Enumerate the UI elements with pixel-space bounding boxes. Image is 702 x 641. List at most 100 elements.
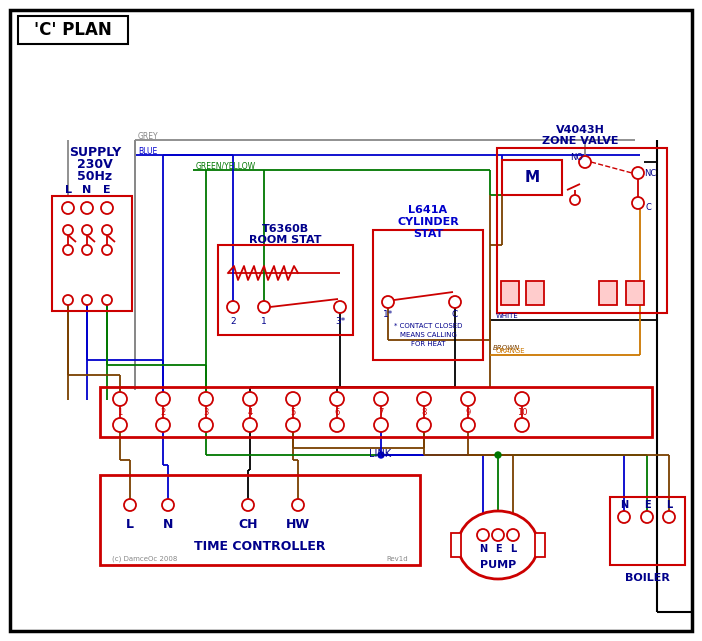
Circle shape [102,225,112,235]
Text: CYLINDER: CYLINDER [397,217,459,227]
Circle shape [199,418,213,432]
Text: ZONE VALVE: ZONE VALVE [542,136,618,146]
Text: 230V: 230V [77,158,113,171]
Circle shape [515,418,529,432]
Text: 8: 8 [421,408,427,417]
Circle shape [63,295,73,305]
Text: 6: 6 [334,408,340,417]
Bar [451,533,461,557]
Text: C: C [645,203,651,212]
Text: M: M [524,169,540,185]
Circle shape [378,452,384,458]
Bar [626,281,644,305]
Circle shape [461,392,475,406]
Text: 9: 9 [465,408,470,417]
Text: 3*: 3* [335,317,345,326]
Bar [373,230,483,360]
Circle shape [156,392,170,406]
Circle shape [82,225,92,235]
Circle shape [199,392,213,406]
Bar [218,245,353,335]
Circle shape [162,499,174,511]
Text: 4: 4 [247,408,253,417]
Circle shape [334,301,346,313]
Text: HW: HW [286,517,310,531]
Circle shape [81,202,93,214]
Text: L: L [510,544,516,554]
Text: * CONTACT CLOSED: * CONTACT CLOSED [394,323,462,329]
Circle shape [227,301,239,313]
Ellipse shape [458,511,538,579]
Circle shape [101,202,113,214]
Text: 1: 1 [261,317,267,326]
Text: L: L [666,500,672,510]
Text: N: N [479,544,487,554]
Text: 3: 3 [204,408,208,417]
Circle shape [102,245,112,255]
Text: SUPPLY: SUPPLY [69,146,121,158]
Text: 1*: 1* [383,310,393,319]
Circle shape [579,156,591,168]
Circle shape [113,418,127,432]
Text: E: E [103,185,111,195]
Text: NO: NO [571,153,583,162]
Text: L: L [65,185,72,195]
Text: 50Hz: 50Hz [77,169,112,183]
Circle shape [461,418,475,432]
Text: 10: 10 [517,408,527,417]
Circle shape [243,392,257,406]
Text: CH: CH [238,517,258,531]
Circle shape [330,418,344,432]
Circle shape [124,499,136,511]
Circle shape [477,529,489,541]
Text: E: E [644,500,650,510]
Text: V4043H: V4043H [555,125,604,135]
Bar [100,387,652,437]
Text: ROOM STAT: ROOM STAT [249,235,322,245]
Circle shape [641,511,653,523]
Circle shape [156,418,170,432]
Circle shape [663,511,675,523]
Text: FOR HEAT: FOR HEAT [411,341,445,347]
Text: N: N [620,500,628,510]
Circle shape [515,392,529,406]
Text: NC: NC [644,169,656,178]
Circle shape [417,392,431,406]
Text: LINK: LINK [369,449,391,459]
Circle shape [286,418,300,432]
Circle shape [113,392,127,406]
Circle shape [63,225,73,235]
Circle shape [632,167,644,179]
Text: 1: 1 [117,408,123,417]
Bar [526,281,544,305]
Circle shape [292,499,304,511]
Circle shape [63,245,73,255]
Text: C: C [452,310,458,319]
Circle shape [374,418,388,432]
Bar [18,16,128,44]
Text: 5: 5 [291,408,296,417]
Circle shape [62,202,74,214]
Circle shape [258,301,270,313]
Circle shape [82,295,92,305]
Text: N: N [82,185,92,195]
Circle shape [102,295,112,305]
Text: E: E [495,544,501,554]
Text: STAT: STAT [413,229,443,239]
Text: (c) DamceOc 2008: (c) DamceOc 2008 [112,556,178,562]
Text: 2: 2 [160,408,166,417]
Bar [100,475,420,565]
Circle shape [374,392,388,406]
Text: BLUE: BLUE [138,147,157,156]
Circle shape [570,195,580,205]
Circle shape [632,197,644,209]
Text: 2: 2 [230,317,236,326]
Circle shape [242,499,254,511]
Circle shape [495,452,501,458]
Circle shape [243,418,257,432]
Circle shape [618,511,630,523]
Bar [497,148,667,313]
Text: ORANGE: ORANGE [496,348,526,354]
Text: GREEN/YELLOW: GREEN/YELLOW [196,162,256,171]
Text: Rev1d: Rev1d [386,556,408,562]
